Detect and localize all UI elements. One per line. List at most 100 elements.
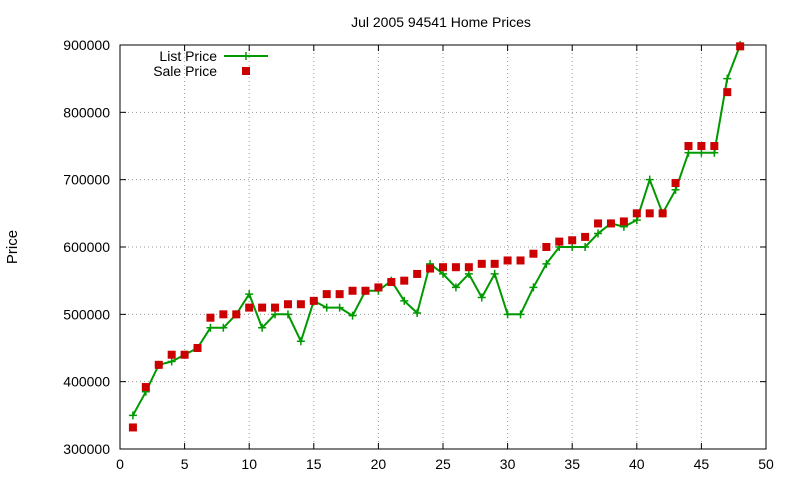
x-tick-label: 35 (564, 456, 580, 472)
sale-price-point (555, 237, 564, 246)
list-price-point (322, 303, 331, 312)
x-tick-label: 20 (371, 456, 387, 472)
sale-price-point (180, 350, 189, 359)
y-tick-label: 700000 (63, 172, 110, 188)
list-price-point (516, 310, 525, 319)
list-price-point (206, 323, 215, 332)
sale-price-point (619, 217, 628, 226)
list-price-point (503, 310, 512, 319)
list-price-point (128, 411, 137, 420)
sale-price-point (206, 313, 215, 322)
sale-price-point (503, 256, 512, 265)
sale-price-point (296, 300, 305, 309)
y-axis-label: Price (4, 230, 21, 264)
list-price-point (490, 269, 499, 278)
sale-price-point (723, 88, 732, 97)
list-price-point (439, 269, 447, 278)
sale-price-point (348, 286, 357, 295)
list-price-point (529, 283, 538, 292)
sale-price-point (464, 263, 473, 272)
sale-price-point (335, 290, 344, 299)
x-tick-label: 10 (241, 456, 257, 472)
x-tick-label: 45 (694, 456, 710, 472)
list-price-point (245, 290, 254, 299)
list-price-point (296, 337, 305, 346)
list-price-point (464, 269, 473, 278)
list-price-point (645, 175, 654, 184)
list-price-point (348, 311, 357, 320)
sale-price-point (516, 256, 525, 265)
sale-price-point (245, 303, 254, 312)
sale-price-point (361, 286, 370, 295)
sale-price-point (128, 423, 137, 432)
list-price-point (594, 229, 603, 238)
x-tick-label: 0 (116, 456, 124, 472)
sale-price-point (413, 269, 422, 278)
list-price-point (335, 303, 344, 312)
y-tick-label: 300000 (63, 441, 110, 457)
sale-price-point (322, 290, 331, 299)
list-price-point (477, 293, 486, 302)
list-price-point (581, 243, 590, 251)
y-tick-label: 800000 (63, 104, 110, 120)
legend-label-list-price: List Price (159, 48, 217, 64)
sale-price-point (542, 243, 551, 251)
x-tick-label: 5 (181, 456, 189, 472)
x-tick-label: 40 (629, 456, 645, 472)
sale-price-point (271, 303, 280, 312)
sale-price-point (258, 303, 267, 312)
list-price-point (271, 310, 280, 319)
sale-price-point (632, 209, 641, 218)
sale-price-point (490, 259, 499, 268)
sale-price-point (426, 264, 435, 273)
sale-price-point (645, 209, 654, 218)
sale-price-point (232, 310, 241, 319)
list-price-point (219, 323, 228, 332)
list-price-point (723, 74, 732, 83)
sale-price-point (581, 232, 590, 241)
list-price-point (697, 148, 706, 157)
y-tick-label: 400000 (63, 374, 110, 390)
sale-price-point (736, 42, 745, 51)
sale-price-point (568, 236, 577, 245)
sale-price-point (594, 219, 603, 228)
list-price-point (542, 259, 551, 268)
sale-price-point (451, 263, 460, 272)
sale-price-point (671, 179, 680, 188)
list-price-line (132, 44, 742, 416)
list-price-point (684, 148, 693, 157)
legend-swatch-sale-price (242, 67, 250, 75)
x-tick-label: 30 (500, 456, 516, 472)
grid-lines (120, 45, 766, 449)
sale-price-point (400, 276, 409, 285)
sale-price-point (606, 219, 615, 228)
y-tick-label: 500000 (63, 306, 110, 322)
list-price-point (451, 283, 460, 292)
sale-price-point (710, 142, 719, 150)
sale-price-point (439, 263, 447, 272)
sale-price-point (167, 350, 176, 359)
list-price-point (632, 216, 641, 225)
sale-price-point (141, 383, 150, 392)
legend-label-sale-price: Sale Price (153, 63, 217, 79)
sale-price-point (283, 300, 292, 309)
x-tick-label: 15 (306, 456, 322, 472)
list-price-point (167, 357, 176, 366)
sale-price-point (193, 344, 202, 352)
sale-price-point (387, 278, 396, 287)
list-price-point (400, 296, 409, 305)
list-price-point (568, 243, 577, 251)
sale-price-point (477, 259, 486, 268)
sale-price-point (154, 360, 163, 369)
x-tick-label: 50 (758, 456, 774, 472)
legend-marker-list-price (242, 52, 250, 60)
sale-price-point (529, 249, 538, 258)
chart-title: Jul 2005 94541 Home Prices (351, 14, 531, 30)
sale-price-point (374, 283, 383, 292)
list-price-point (258, 323, 267, 332)
x-tick-label: 25 (435, 456, 451, 472)
sale-price-point (684, 142, 693, 150)
